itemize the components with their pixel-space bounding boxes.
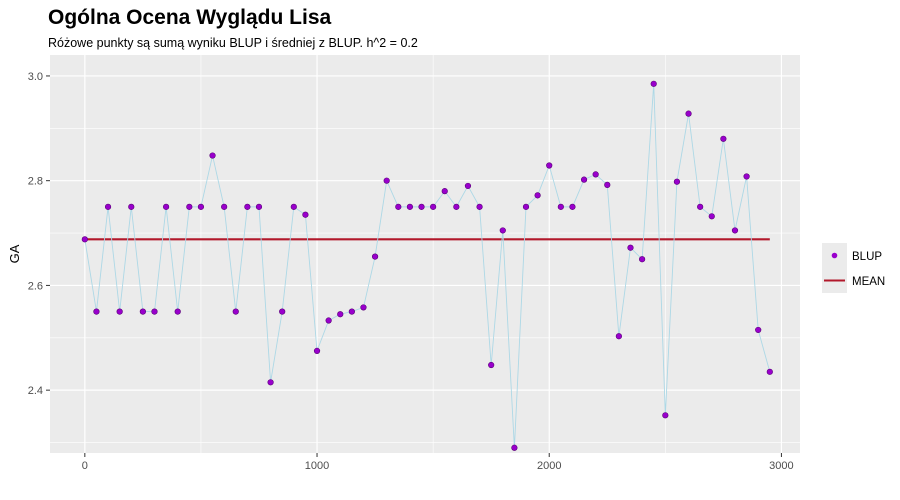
blup-point: [743, 173, 750, 180]
blup-point: [441, 188, 448, 195]
blup-point: [662, 412, 669, 419]
x-tick-label: 3000: [769, 460, 793, 472]
legend-label-mean: MEAN: [852, 276, 885, 288]
blup-point: [580, 176, 588, 183]
blup-point: [302, 211, 309, 218]
blup-point: [162, 203, 170, 210]
blup-point: [731, 227, 739, 234]
blup-point: [221, 203, 228, 210]
blup-point: [279, 308, 286, 315]
x-tick-label: 0: [82, 460, 88, 472]
blup-point: [557, 203, 564, 210]
blup-point: [186, 203, 193, 210]
blup-point: [604, 181, 611, 188]
blup-point: [650, 80, 657, 87]
blup-point: [116, 308, 123, 315]
blup-point: [615, 333, 622, 340]
blup-point: [383, 177, 390, 184]
blup-point: [104, 203, 112, 210]
blup-point: [255, 203, 263, 210]
plot-panel: [50, 55, 800, 453]
chart-title: Ogólna Ocena Wyglądu Lisa: [48, 6, 331, 29]
blup-point: [511, 444, 518, 451]
y-axis: 2.4 2.6 2.8 3.0: [28, 71, 50, 397]
blup-point: [464, 182, 472, 190]
blup-point: [673, 178, 681, 185]
blup-point: [290, 203, 297, 210]
blup-point: [499, 227, 506, 234]
blup-point: [128, 203, 135, 210]
blup-point: [418, 203, 425, 210]
legend: BLUP MEAN: [822, 243, 885, 293]
y-tick-label: 3.0: [28, 71, 43, 83]
blup-point: [93, 308, 100, 315]
blup-point: [685, 110, 692, 117]
chart-subtitle: Różowe punkty są sumą wyniku BLUP i śred…: [48, 36, 418, 50]
blup-point: [337, 311, 344, 318]
blup-point: [592, 171, 599, 178]
legend-blup-marker: [831, 252, 838, 259]
blup-point: [546, 162, 553, 169]
y-axis-title: GA: [7, 244, 22, 263]
blup-point: [697, 203, 704, 210]
blup-point: [232, 308, 239, 315]
blup-point: [766, 368, 773, 375]
y-tick-label: 2.4: [28, 385, 43, 397]
blup-point: [209, 152, 216, 159]
grid-minor: [50, 55, 800, 453]
blup-point: [639, 256, 646, 263]
y-tick-label: 2.6: [28, 280, 43, 292]
x-tick-label: 1000: [305, 460, 329, 472]
y-tick-label: 2.8: [28, 176, 43, 188]
blup-point: [81, 236, 88, 243]
blup-point: [755, 326, 762, 334]
blup-point: [534, 192, 541, 199]
blup-point: [395, 203, 402, 210]
blup-point: [151, 308, 158, 315]
x-axis: 0 1000 2000 3000: [82, 453, 794, 472]
blup-point: [522, 203, 530, 210]
legend-label-blup: BLUP: [852, 251, 882, 263]
blup-point: [708, 213, 715, 220]
blup-point: [244, 203, 251, 210]
blup-point: [627, 244, 634, 251]
blup-point: [325, 317, 332, 324]
blup-point: [174, 308, 181, 315]
blup-point: [197, 203, 205, 210]
blup-point: [139, 308, 146, 315]
blup-points: [81, 80, 773, 451]
blup-point: [476, 203, 483, 210]
blup-point: [430, 203, 437, 210]
blup-point: [267, 379, 274, 386]
blup-point: [360, 304, 367, 311]
grid-major: [50, 55, 800, 453]
blup-point: [720, 135, 727, 142]
blup-point: [313, 347, 321, 354]
blup-point: [371, 253, 379, 260]
blup-point: [488, 361, 495, 369]
blup-point: [406, 203, 414, 210]
blup-point: [348, 308, 355, 315]
x-tick-label: 2000: [537, 460, 561, 472]
blup-point: [453, 203, 460, 210]
blup-point: [569, 203, 576, 210]
